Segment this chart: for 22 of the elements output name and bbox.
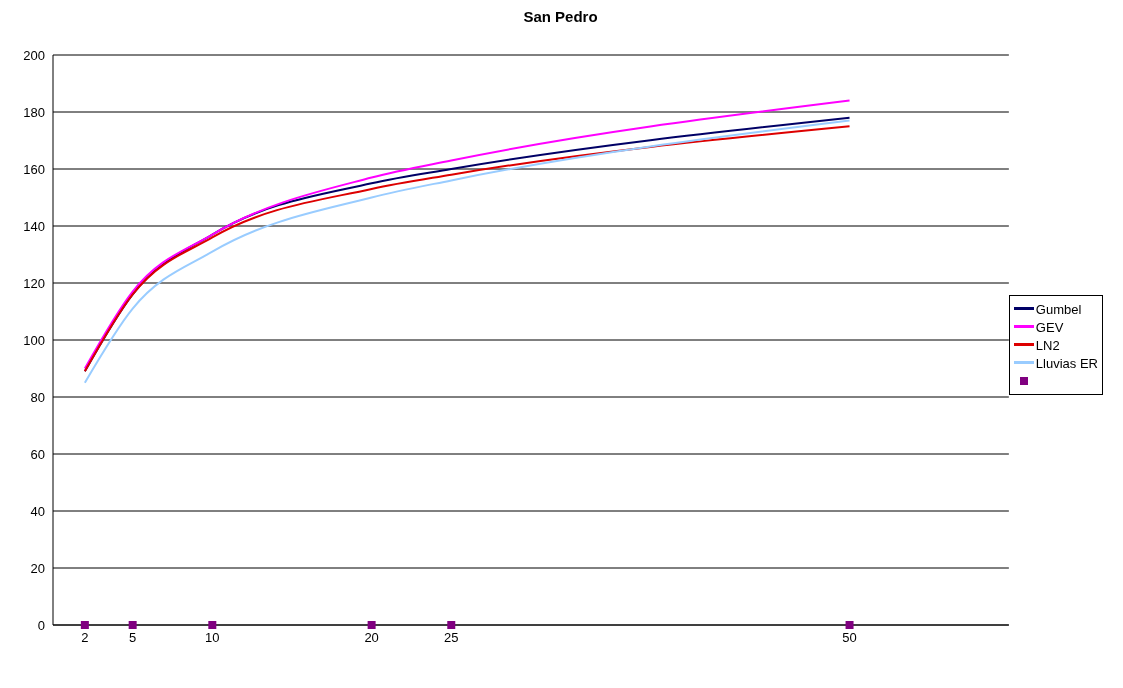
y-tick-label: 180 (23, 104, 45, 120)
y-tick-label: 80 (30, 389, 45, 405)
x-tick-label: 2 (81, 630, 89, 646)
legend-label: Gumbel (1035, 301, 1082, 317)
y-tick-label: 20 (30, 560, 45, 576)
x-tick-label: 25 (444, 630, 459, 646)
y-tick-label: 40 (30, 503, 45, 519)
y-tick-label: 160 (23, 161, 45, 177)
y-tick-label: 100 (23, 332, 45, 348)
y-tick-label: 60 (30, 446, 45, 462)
x-tick-label: 20 (364, 630, 379, 646)
x-tick-label: 10 (205, 630, 220, 646)
y-tick-label: 120 (23, 275, 45, 291)
x-tick-label: 5 (129, 630, 137, 646)
legend-label: GEV (1035, 319, 1064, 335)
y-tick-label: 200 (23, 47, 45, 63)
legend-label: Lluvias ER (1035, 355, 1098, 371)
y-tick-label: 140 (23, 218, 45, 234)
chart-title: San Pedro (522, 8, 599, 25)
y-tick-label: 0 (37, 617, 45, 633)
legend-label: LN2 (1035, 337, 1060, 353)
x-tick-label: 50 (842, 630, 857, 646)
